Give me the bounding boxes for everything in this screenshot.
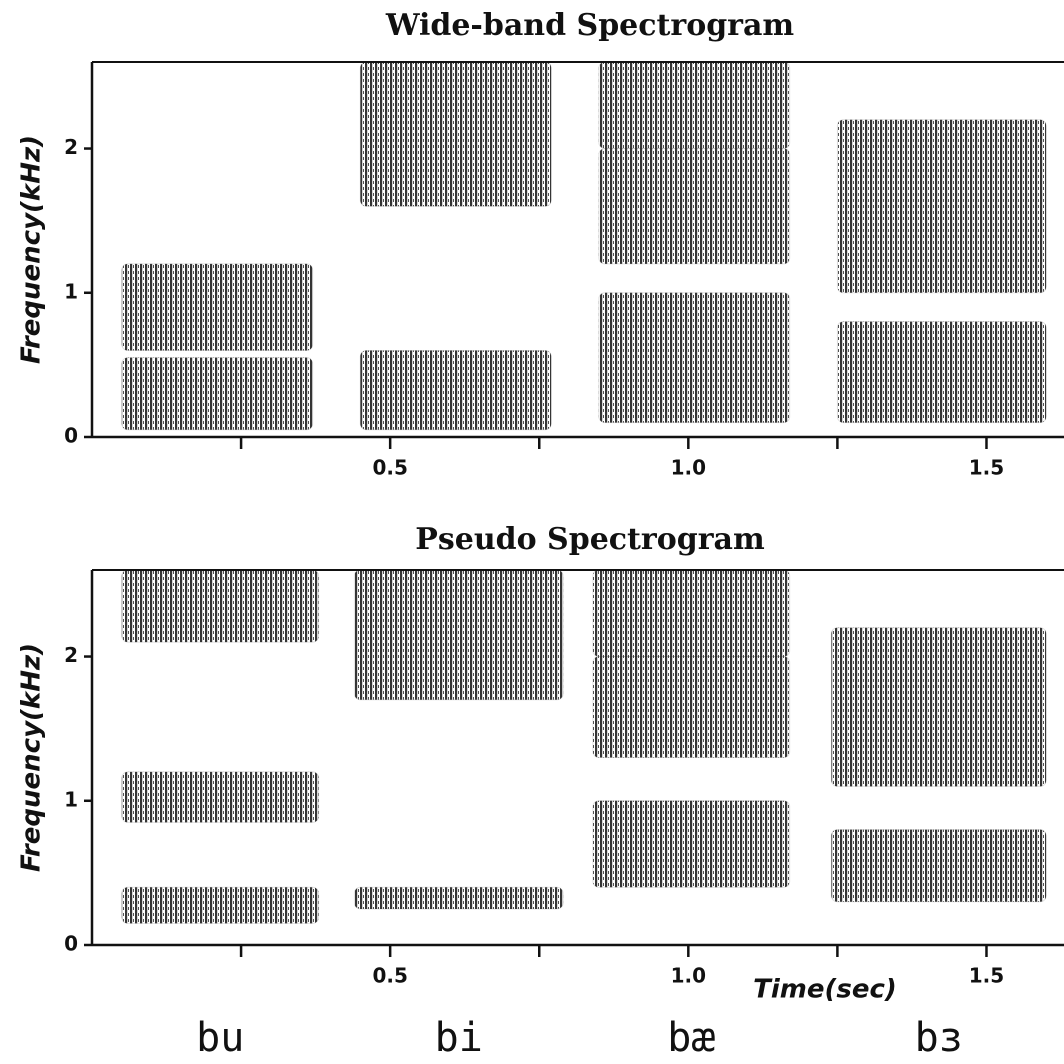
formant-band (359, 349, 552, 431)
formant-band (598, 61, 791, 150)
x-axis-label: Time(sec) (753, 975, 897, 1005)
formant-band (598, 148, 791, 265)
formant-band (592, 800, 791, 888)
formant-band (592, 656, 791, 758)
x-tick-label: 0.5 (372, 964, 407, 988)
formant-band (830, 829, 1047, 903)
x-tick-label: 1.0 (671, 964, 706, 988)
chart-title: Pseudo Spectrogram (415, 522, 765, 557)
x-tick-label: 1.5 (969, 456, 1004, 480)
formant-band (121, 886, 320, 924)
formant-band (830, 627, 1047, 787)
y-tick-label: 0 (64, 932, 78, 956)
y-tick-label: 2 (64, 643, 78, 667)
y-tick-label: 1 (64, 787, 78, 811)
formant-band (592, 569, 791, 658)
formant-band (836, 321, 1047, 424)
formant-band (121, 771, 320, 823)
y-tick-label: 2 (64, 135, 78, 159)
y-axis-label: Frequency(kHz) (17, 643, 47, 872)
formant-band (598, 292, 791, 424)
formant-band (359, 61, 552, 207)
formant-band (353, 886, 564, 910)
syllable-label: bi (435, 1015, 483, 1061)
formant-band (121, 357, 314, 431)
syllable-label: bu (196, 1015, 244, 1061)
syllable-label: bɜ (915, 1015, 963, 1061)
formant-band (353, 569, 564, 701)
y-tick-label: 0 (64, 424, 78, 448)
x-tick-label: 1.5 (969, 964, 1004, 988)
syllable-label: bæ (667, 1015, 715, 1061)
y-axis-label: Frequency(kHz) (17, 135, 47, 364)
y-tick-label: 1 (64, 279, 78, 303)
formant-band (836, 119, 1047, 294)
x-tick-label: 0.5 (372, 456, 407, 480)
formant-band (121, 569, 320, 643)
x-tick-label: 1.0 (671, 456, 706, 480)
formant-band (121, 263, 314, 351)
chart-title: Wide-band Spectrogram (385, 8, 795, 43)
